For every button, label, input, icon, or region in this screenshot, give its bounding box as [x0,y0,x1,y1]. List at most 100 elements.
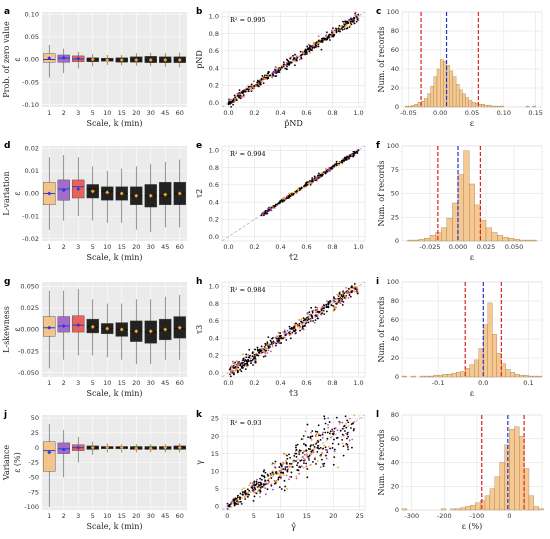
data-point [301,322,304,325]
mean-marker [177,191,182,196]
y-tick-label: 0.6 [209,317,219,325]
histogram-bar [519,239,526,242]
mean-marker [105,57,110,62]
data-point [295,446,297,449]
histogram-bar [418,238,425,242]
data-point [353,290,356,293]
data-point [319,466,322,469]
data-point [307,447,310,450]
data-point [314,430,317,433]
data-point [295,332,297,334]
data-point [238,93,241,96]
data-point [341,28,344,31]
data-point [317,424,320,427]
data-point [270,483,273,486]
y-tick-label: 25 [31,429,39,437]
data-point [267,343,270,346]
data-point [304,443,307,446]
data-point [315,177,318,180]
data-point [306,476,309,479]
data-point [232,362,235,365]
y-tick-label: 0.10 [25,10,39,18]
data-point [263,346,266,348]
mean-marker [90,189,95,194]
data-point [267,478,270,480]
data-point [346,437,348,440]
data-point [353,283,356,285]
data-point [241,491,244,493]
y-tick-label: 15 [211,450,219,458]
data-point [354,14,357,17]
data-point [305,465,308,468]
data-point [303,457,305,460]
data-point [249,357,252,360]
box [43,441,56,472]
data-point [279,462,282,465]
data-point [327,423,329,426]
data-point [318,40,321,42]
data-point [333,448,336,451]
mean-marker [105,190,110,195]
data-point [339,421,341,424]
x-tick-label: 20 [132,379,140,387]
data-point [282,463,285,465]
data-point [290,328,293,330]
data-point [329,447,331,450]
data-point [301,451,304,454]
data-point [294,64,296,67]
y-tick-label: 40 [391,459,399,467]
mean-marker [61,188,66,193]
data-point [324,422,327,425]
data-point [317,174,319,177]
data-point [254,487,256,490]
panel-label-f: f [376,141,380,151]
histogram-bar [500,105,504,108]
data-point [267,474,269,477]
data-point [282,337,285,340]
data-point [344,430,346,432]
data-point [278,335,281,337]
data-point [348,26,351,28]
data-point [346,156,348,158]
y-tick-label: 25 [211,415,219,423]
data-point [282,61,285,64]
data-point [316,311,319,313]
data-point [280,342,283,344]
data-point [234,369,237,372]
data-point [261,74,264,77]
data-point [344,25,347,28]
data-point [321,433,324,436]
data-point [308,459,311,462]
data-point [318,311,321,314]
data-point [251,355,254,358]
data-point [327,426,330,429]
x-tick-label: 0.05 [465,109,479,117]
data-point [321,173,323,176]
data-point [345,20,347,23]
data-point [302,466,305,469]
y-tick-label: 40 [391,335,399,343]
y-tick-label: 0.4 [209,198,219,206]
data-point [274,482,277,485]
data-point [320,307,323,309]
histogram-bar [485,227,492,242]
histogram-bar [456,372,461,378]
data-point [347,448,350,451]
x-tick-label: 30 [147,512,155,520]
x-tick-label: 20 [132,512,140,520]
data-point [309,318,312,321]
data-point [253,481,255,484]
data-point [282,331,285,334]
data-point [320,313,322,316]
x-tick-label: 0.000 [449,243,468,251]
data-point [326,449,329,451]
data-point [298,322,301,325]
histogram-bar [502,237,509,242]
data-point [300,465,303,468]
x-tick-label: 0.00 [433,109,447,117]
data-point [324,448,327,451]
data-point [277,69,280,72]
x-tick-label: 20 [132,243,140,251]
histogram-bar [469,364,475,378]
